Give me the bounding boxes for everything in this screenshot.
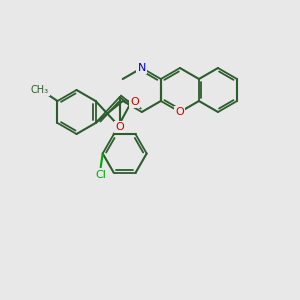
Text: CH₃: CH₃ [30,85,49,95]
Text: N: N [138,63,146,73]
Text: O: O [130,97,139,107]
Text: O: O [115,122,124,132]
Text: O: O [176,107,184,117]
Text: Cl: Cl [95,169,106,179]
